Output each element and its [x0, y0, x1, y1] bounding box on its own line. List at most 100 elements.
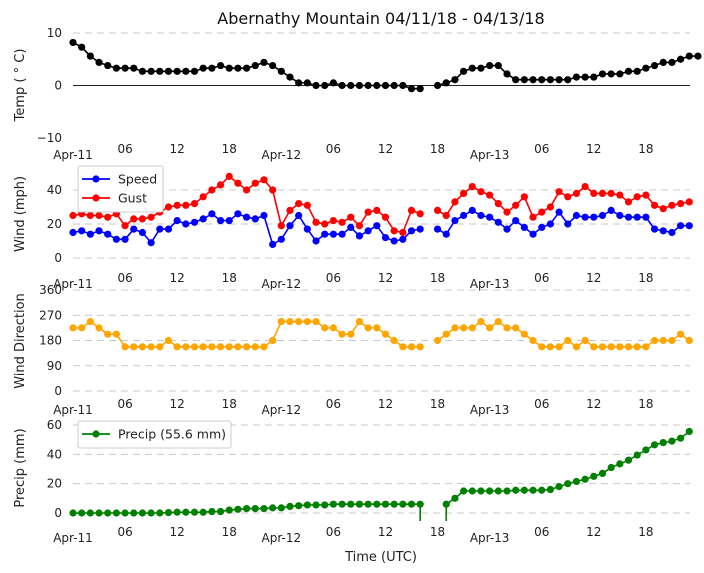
- data-point: [69, 324, 77, 332]
- data-point: [208, 507, 216, 516]
- x-tick-label: 06: [326, 142, 341, 156]
- data-point: [190, 200, 199, 208]
- data-point: [477, 317, 485, 326]
- data-point: [442, 500, 450, 508]
- data-point: [416, 343, 424, 351]
- data-point: [190, 218, 199, 226]
- x-axis-label: Time (UTC): [344, 550, 417, 565]
- data-point: [173, 67, 181, 75]
- data-point: [329, 324, 337, 332]
- data-point: [373, 222, 381, 230]
- data-point: [564, 336, 572, 345]
- data-point: [364, 227, 372, 235]
- data-point: [225, 172, 233, 180]
- data-point: [624, 456, 633, 464]
- data-point: [650, 441, 659, 449]
- data-point: [460, 67, 468, 75]
- data-point: [234, 179, 242, 187]
- data-point: [86, 230, 94, 238]
- x-tick-label: 18: [430, 397, 445, 411]
- data-point: [407, 343, 416, 351]
- data-point: [303, 225, 311, 233]
- data-point: [477, 188, 485, 196]
- data-point: [433, 81, 442, 90]
- data-point: [616, 70, 624, 78]
- data-point: [390, 227, 398, 235]
- data-point: [277, 222, 285, 230]
- legend-label: Speed: [118, 172, 157, 187]
- data-point: [95, 509, 103, 517]
- data-point: [512, 201, 520, 209]
- data-point: [468, 64, 476, 72]
- data-point: [364, 208, 372, 216]
- data-point: [347, 81, 355, 90]
- y-tick-label: 0: [54, 79, 62, 93]
- data-point: [243, 505, 251, 513]
- data-point: [164, 508, 173, 517]
- data-point: [477, 487, 485, 495]
- data-point: [486, 324, 494, 332]
- data-point: [477, 211, 485, 220]
- data-point: [216, 343, 225, 351]
- data-point: [451, 494, 459, 502]
- x-tick-label: 18: [638, 271, 653, 285]
- data-point: [347, 213, 355, 221]
- legend-label: Precip (55.6 mm): [118, 427, 226, 442]
- y-tick-label: 90: [47, 359, 62, 373]
- precip-panel: 60 40 20 0 Apr-11 06 12 18 Apr-12 06 12 18 Apr-13 06 1…: [47, 418, 693, 545]
- data-point: [321, 81, 329, 90]
- data-point: [269, 504, 277, 512]
- data-point: [442, 230, 450, 238]
- x-tick-label: 18: [430, 142, 445, 156]
- data-point: [269, 61, 277, 70]
- data-point: [164, 67, 173, 75]
- data-point: [468, 183, 476, 191]
- data-point: [364, 81, 372, 90]
- legend-box: [77, 420, 232, 449]
- data-point: [607, 70, 615, 78]
- data-point: [486, 191, 494, 199]
- data-point: [355, 500, 364, 508]
- data-point: [581, 213, 589, 221]
- x-tick-label: 12: [378, 142, 393, 156]
- data-point: [590, 213, 598, 221]
- data-point: [572, 477, 581, 486]
- legend-marker: [92, 430, 100, 438]
- data-point: [147, 67, 155, 75]
- data-point: [355, 232, 364, 240]
- data-point: [390, 336, 398, 345]
- data-point: [208, 343, 216, 351]
- x-tick-label: 06: [326, 525, 341, 539]
- data-point: [624, 67, 633, 75]
- x-tick-label: 06: [117, 525, 132, 539]
- x-tick-label: 12: [378, 525, 393, 539]
- data-point: [173, 343, 181, 351]
- data-point: [685, 427, 693, 436]
- data-point: [312, 81, 320, 90]
- data-point: [538, 486, 546, 494]
- data-point: [416, 85, 424, 93]
- data-point: [572, 73, 581, 81]
- x-tick-label: 12: [170, 271, 185, 285]
- data-point: [104, 230, 112, 238]
- x-tick-label: 12: [586, 142, 601, 156]
- data-point: [546, 343, 555, 351]
- data-point: [477, 64, 485, 72]
- data-point: [555, 483, 563, 491]
- data-point: [355, 317, 364, 326]
- data-point: [156, 67, 164, 75]
- x-tick-label: 06: [117, 271, 132, 285]
- data-point: [494, 317, 502, 326]
- data-point: [225, 343, 233, 351]
- data-point: [616, 460, 624, 468]
- data-point: [564, 220, 572, 228]
- x-tick-label: 06: [117, 142, 132, 156]
- data-point: [512, 486, 520, 494]
- data-point: [581, 183, 589, 191]
- data-point: [130, 343, 138, 351]
- data-point: [243, 343, 251, 351]
- data-point: [208, 186, 216, 194]
- data-point: [520, 76, 528, 84]
- data-point: [295, 317, 303, 326]
- data-point: [520, 330, 528, 338]
